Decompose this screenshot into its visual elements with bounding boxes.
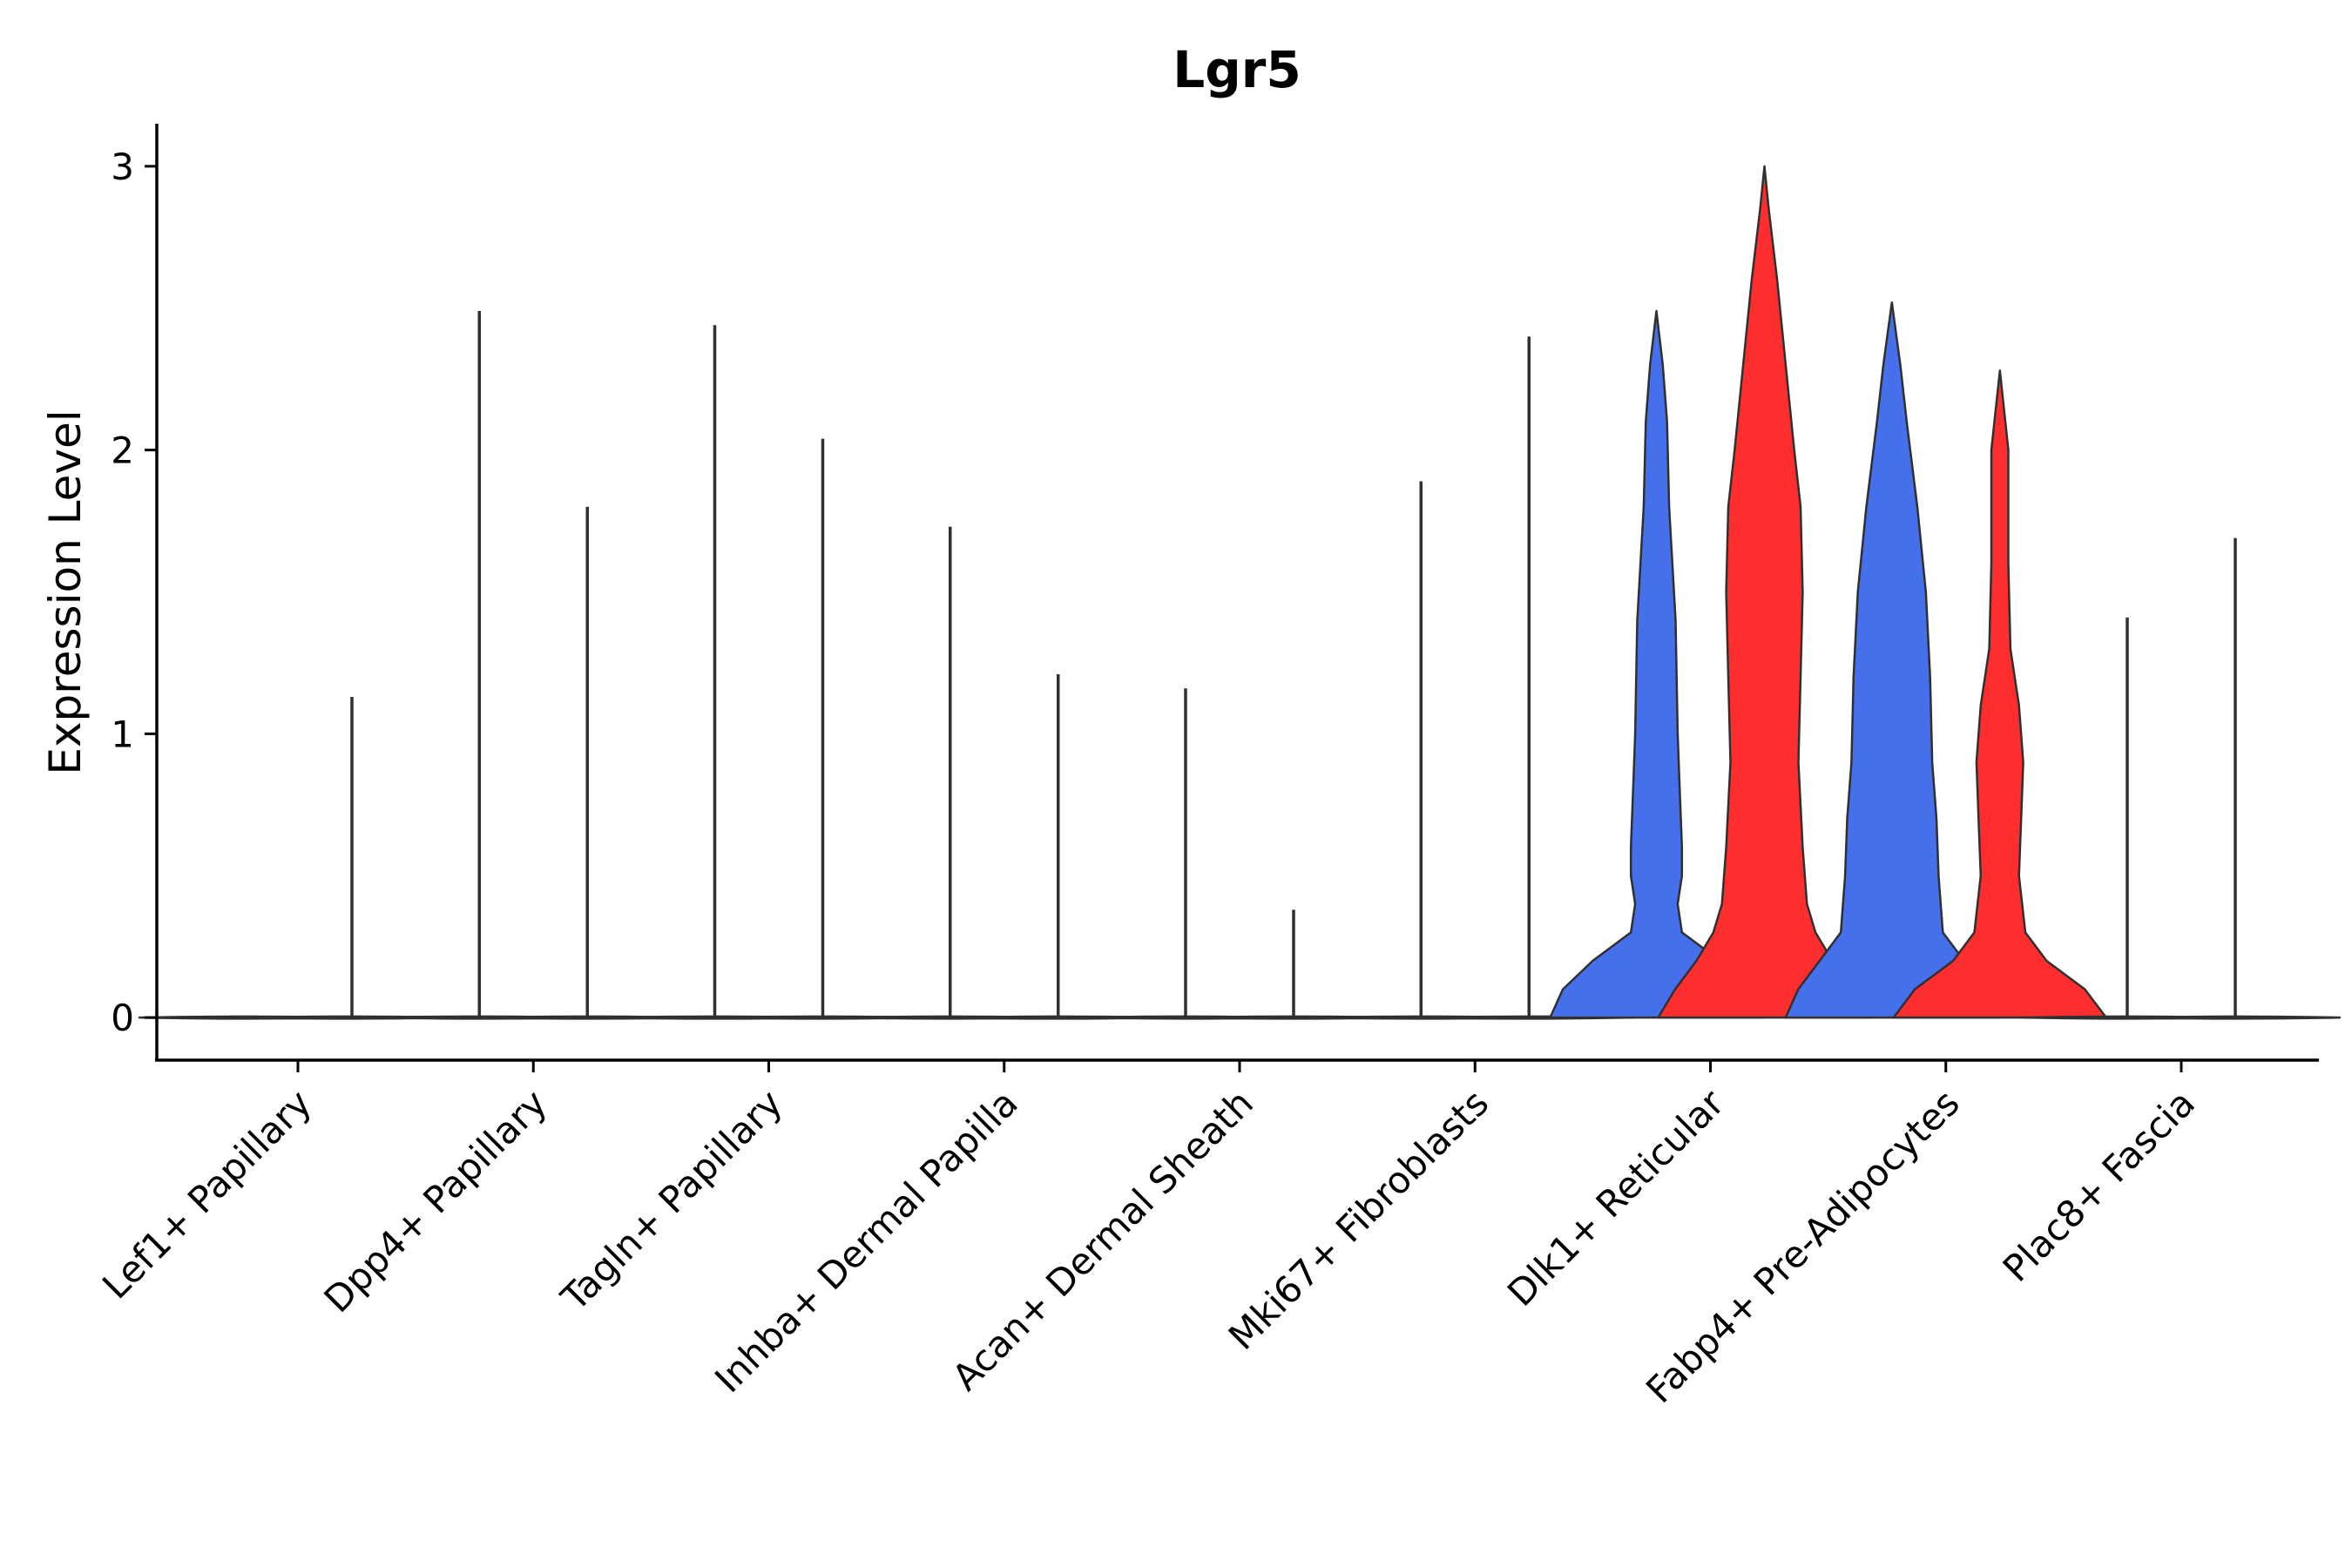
x-tick-label-lef1-papillary: Lef1+ Papillary xyxy=(94,1081,320,1307)
x-tick-label-dlk1-reticular: Dlk1+ Reticular xyxy=(1499,1081,1733,1315)
violin-fabp4-pre-adipocytes-group-2 xyxy=(1892,369,2108,1019)
violin-fabp4-pre-adipocytes-group-1 xyxy=(1784,301,2000,1019)
x-tick-label-dpp4-papillary: Dpp4+ Papillary xyxy=(316,1081,556,1321)
x-tick-label-mki67-fibroblasts: Mki67+ Fibroblasts xyxy=(1220,1081,1497,1357)
x-tick-label-tagln-papillary: Tagln+ Papillary xyxy=(552,1081,790,1319)
chart-title: Lgr5 xyxy=(1173,40,1301,99)
violin-dlk1-reticular-group-2 xyxy=(1657,165,1872,1019)
y-tick-label-3: 3 xyxy=(111,145,134,188)
y-tick-label-2: 2 xyxy=(111,429,134,472)
violin-layer xyxy=(138,165,2342,1020)
y-axis-ticks: 0 1 2 3 xyxy=(111,145,157,1039)
y-tick-label-0: 0 xyxy=(111,997,134,1039)
violin-plac8-fascia-group-2-base xyxy=(2129,1015,2342,1020)
violin-dlk1-reticular-group-1 xyxy=(1549,309,1764,1019)
x-tick-label-plac8-fascia: Plac8+ Fascia xyxy=(1995,1081,2203,1289)
y-axis-label: Expression Level xyxy=(40,409,91,774)
y-tick-label-1: 1 xyxy=(111,713,134,755)
